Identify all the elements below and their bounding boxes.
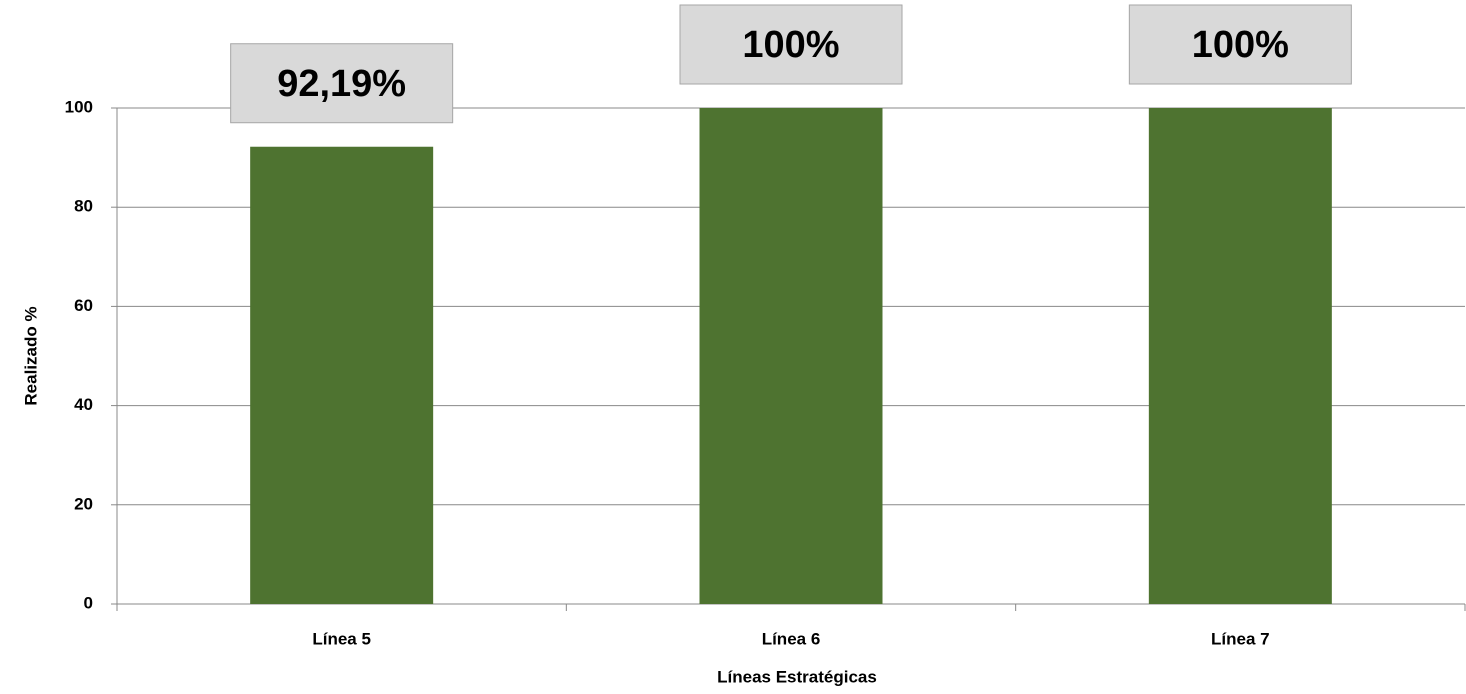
data-label-box bbox=[1128, 4, 1352, 85]
bar bbox=[250, 146, 434, 604]
bar bbox=[1148, 108, 1332, 604]
data-label: 100% bbox=[1192, 24, 1289, 66]
x-tick-label: Línea 7 bbox=[1211, 629, 1270, 648]
bar bbox=[699, 108, 883, 604]
y-tick-label: 20 bbox=[74, 494, 93, 513]
y-tick-label: 60 bbox=[74, 296, 93, 315]
data-label: 100% bbox=[742, 24, 839, 66]
y-tick-label: 0 bbox=[84, 593, 93, 612]
x-axis-title: Líneas Estratégicas bbox=[717, 667, 877, 686]
data-label: 92,19% bbox=[277, 63, 406, 105]
data-label-box bbox=[679, 4, 903, 85]
y-tick-label: 100 bbox=[65, 97, 93, 116]
y-axis-title: Realizado % bbox=[21, 306, 40, 405]
x-tick-label: Línea 6 bbox=[762, 629, 821, 648]
x-tick-label: Línea 5 bbox=[312, 629, 371, 648]
data-label-box bbox=[230, 43, 454, 124]
y-tick-label: 80 bbox=[74, 197, 93, 216]
y-tick-label: 40 bbox=[74, 395, 93, 414]
